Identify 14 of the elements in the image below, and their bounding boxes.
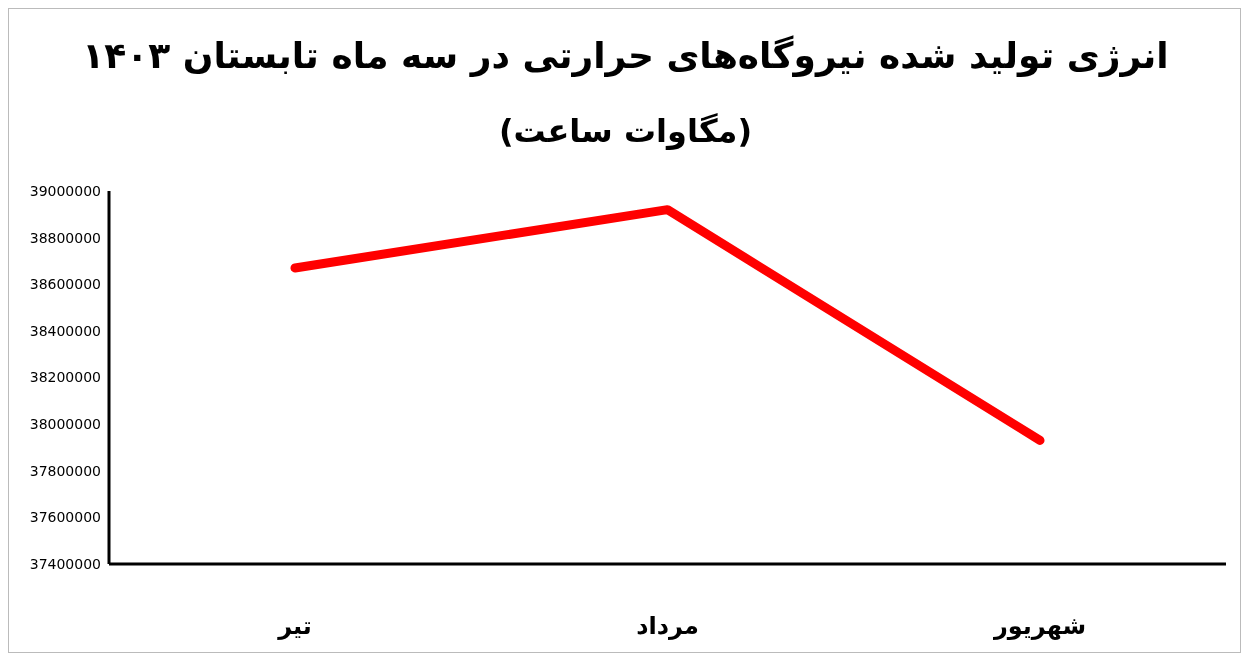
y-tick-label: 37400000 — [29, 555, 101, 572]
chart-subtitle: (مگاوات ساعت) — [497, 111, 754, 152]
y-tick-label: 38600000 — [29, 276, 101, 293]
y-tick-label: 38200000 — [29, 369, 101, 386]
y-tick-label: 37600000 — [29, 509, 101, 526]
y-tick-label: 38800000 — [29, 229, 101, 246]
x-tick-label: تیر — [277, 612, 312, 641]
x-tick-label: شهریور — [992, 612, 1087, 641]
y-tick-label: 39000000 — [29, 182, 101, 199]
x-tick-label: مرداد — [636, 612, 699, 641]
y-tick-label: 38000000 — [29, 416, 101, 433]
y-tick-label: 37800000 — [29, 462, 101, 479]
y-tick-label: 38400000 — [29, 322, 101, 339]
chart-title: انرژی تولید شده نیروگاه‌های حرارتی در سه ماه تابستان ۱۴۰۳ — [81, 34, 1170, 79]
